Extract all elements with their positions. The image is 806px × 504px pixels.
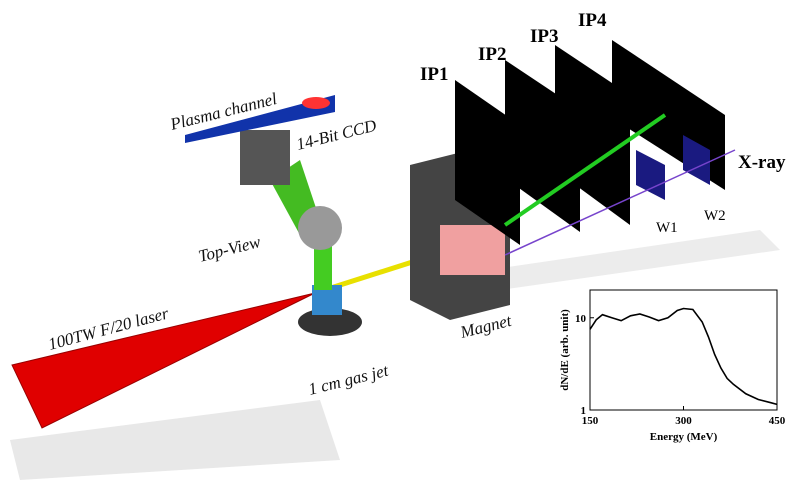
- x-tick-label: 150: [582, 415, 599, 427]
- label: W1: [656, 220, 678, 236]
- inset-chart: 150 300 450 1 10 Energy (MeV) dN/dE (arb. unit…: [559, 289, 786, 443]
- label: 14-Bit CCD: [294, 116, 379, 154]
- inset-background: [535, 285, 795, 465]
- y-axis-label: dN/dE (arb. unit): [559, 309, 571, 391]
- filter: [636, 150, 665, 200]
- x-tick-label: 450: [769, 415, 786, 427]
- label: e⁻: [655, 82, 673, 103]
- y-tick-label: 10: [575, 313, 587, 325]
- label: IP4: [578, 10, 607, 31]
- shadow: [10, 400, 340, 480]
- filter: [683, 135, 710, 185]
- electron-beam: [503, 113, 667, 227]
- y-tick-label: 1: [581, 405, 587, 417]
- image-plate: [455, 80, 520, 245]
- label: X-ray: [738, 152, 786, 173]
- spectrum-line: [589, 307, 778, 406]
- label: IP2: [478, 44, 507, 65]
- mirror: [298, 206, 342, 250]
- x-axis-label: Energy (MeV): [650, 431, 718, 443]
- plasma-image: [302, 97, 330, 109]
- label: IP3: [530, 26, 559, 47]
- x-tick-label: 300: [675, 415, 692, 427]
- xray-beam: [504, 149, 736, 256]
- label: IP1: [420, 64, 449, 85]
- magnet-pole: [440, 225, 505, 275]
- label: Top-View: [196, 232, 263, 266]
- laser-cone: [11, 292, 316, 429]
- label: W2: [704, 208, 726, 224]
- label: 1 cm gas jet: [306, 360, 391, 399]
- ccd-camera: [240, 130, 290, 185]
- plasma-image: [185, 95, 335, 143]
